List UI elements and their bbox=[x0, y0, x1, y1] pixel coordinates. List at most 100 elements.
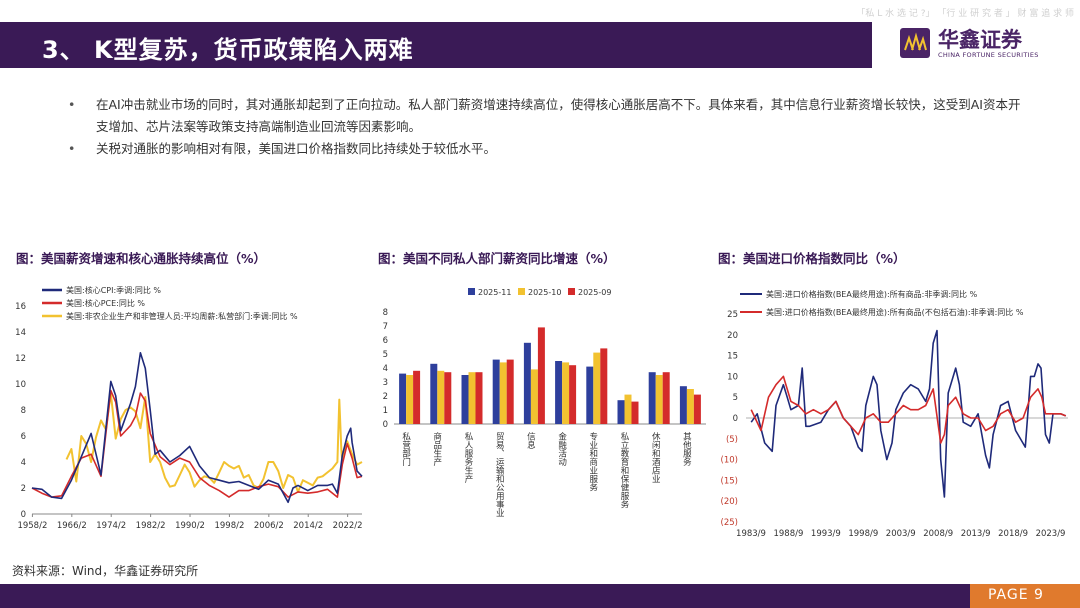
category-label: 其他服务 bbox=[681, 432, 691, 467]
x-tick-label: 1958/2 bbox=[17, 521, 47, 531]
logo-english-name: CHINA FORTUNE SECURITIES bbox=[938, 51, 1039, 59]
x-tick-label: 1993/9 bbox=[811, 529, 841, 539]
y-tick-label: 5 bbox=[733, 393, 738, 403]
category-label: 专业和商业服务 bbox=[588, 431, 598, 492]
y-tick-label: 20 bbox=[727, 331, 738, 341]
bar bbox=[444, 372, 452, 424]
chart-sector-wages: 0 1 2 3 4 5 6 7 8 私营部门 商品生产 私人服务生产 贸易、运输和公用事业 信息 金融活动 专… bbox=[383, 288, 706, 517]
y-tick-label: 3 bbox=[383, 378, 388, 388]
bar bbox=[499, 362, 507, 424]
legend-label: 美国:进口价格指数(BEA最终用途):所有商品(不包括石油):非季调:同比 % bbox=[766, 307, 1024, 317]
y-tick-label: 7 bbox=[383, 322, 388, 332]
x-tick-label: 2023/9 bbox=[1036, 529, 1066, 539]
x-tick-label: 2013/9 bbox=[961, 529, 991, 539]
x-tick-label: 2022/2 bbox=[333, 521, 363, 531]
y-tick-label: 2 bbox=[21, 484, 26, 494]
logo-mark-icon bbox=[900, 28, 930, 58]
y-tick-label: 6 bbox=[21, 432, 26, 442]
x-tick-label: 1974/2 bbox=[96, 521, 126, 531]
bar bbox=[617, 400, 625, 424]
legend-label: 美国:非农企业生产和非管理人员:平均周薪:私营部门:季调:同比 % bbox=[66, 311, 298, 321]
x-tick-label: 1966/2 bbox=[57, 521, 87, 531]
series-line bbox=[31, 389, 363, 498]
y-tick-label: 1 bbox=[383, 406, 388, 416]
y-tick-label: 8 bbox=[21, 406, 26, 416]
bar bbox=[586, 366, 594, 424]
y-tick-label: (25) bbox=[721, 518, 738, 528]
legend-label: 美国:核心PCE:同比 % bbox=[66, 298, 145, 308]
y-tick-label: 10 bbox=[15, 380, 26, 390]
y-tick-label: (15) bbox=[721, 476, 738, 486]
bullet-item: 在AI冲击就业市场的同时，其对通胀却起到了正向拉动。私人部门薪资增速持续高位，使… bbox=[68, 94, 1028, 138]
page-number: PAGE 9 bbox=[988, 587, 1044, 603]
x-tick-label: 1990/2 bbox=[175, 521, 205, 531]
category-label: 私营部门 bbox=[401, 432, 411, 467]
bar bbox=[600, 348, 608, 424]
bar bbox=[492, 359, 500, 424]
bar bbox=[506, 359, 514, 424]
bar bbox=[631, 401, 639, 424]
legend-swatch bbox=[518, 288, 525, 295]
company-logo: 华鑫证券 CHINA FORTUNE SECURITIES bbox=[900, 24, 1060, 64]
y-tick-label: 16 bbox=[15, 302, 26, 312]
y-tick-label: 8 bbox=[383, 308, 388, 318]
category-label: 私人服务生产 bbox=[463, 432, 473, 484]
bar bbox=[655, 375, 663, 424]
bar bbox=[662, 372, 670, 424]
x-tick-label: 1998/9 bbox=[848, 529, 878, 539]
bar bbox=[413, 370, 421, 424]
bar bbox=[648, 372, 656, 424]
category-label: 商品生产 bbox=[432, 431, 442, 467]
series-line bbox=[65, 392, 363, 493]
x-tick-label: 1982/2 bbox=[136, 521, 166, 531]
y-tick-label: 0 bbox=[383, 420, 388, 430]
y-tick-label: (10) bbox=[721, 456, 738, 466]
bar bbox=[406, 375, 414, 424]
y-tick-label: 12 bbox=[15, 354, 26, 364]
category-label: 私立教育和保健服务 bbox=[619, 432, 629, 509]
x-tick-label: 1998/2 bbox=[214, 521, 244, 531]
bar bbox=[399, 373, 407, 424]
category-label: 金融活动 bbox=[557, 431, 567, 467]
legend-label: 2025-11 bbox=[478, 288, 511, 297]
y-tick-label: (20) bbox=[721, 497, 738, 507]
bar bbox=[562, 362, 570, 424]
bar bbox=[679, 386, 687, 424]
bar bbox=[537, 327, 545, 424]
y-tick-label: 25 bbox=[727, 310, 738, 320]
chart-title-sector-wages: 图：美国不同私人部门薪资同比增速（%） bbox=[378, 251, 616, 266]
page-number-box bbox=[970, 584, 1080, 608]
title-bar bbox=[0, 22, 872, 68]
y-tick-label: 15 bbox=[727, 352, 738, 362]
source-note: 资料来源：Wind，华鑫证券研究所 bbox=[12, 564, 199, 578]
y-tick-label: 0 bbox=[21, 510, 26, 520]
y-tick-label: 0 bbox=[733, 414, 738, 424]
bullet-list: 在AI冲击就业市场的同时，其对通胀却起到了正向拉动。私人部门薪资增速持续高位，使… bbox=[68, 94, 1028, 160]
legend-label: 美国:进口价格指数(BEA最终用途):所有商品:非季调:同比 % bbox=[766, 289, 978, 299]
x-tick-label: 2003/9 bbox=[886, 529, 916, 539]
x-tick-label: 1983/9 bbox=[736, 529, 766, 539]
bar bbox=[555, 361, 563, 424]
y-tick-label: 2 bbox=[383, 392, 388, 402]
legend-label: 2025-10 bbox=[528, 288, 561, 297]
legend-swatch bbox=[568, 288, 575, 295]
watermark-text: 「私 L 水 选 记 ?」 「行 业 研 究 者 」 财 富 追 求 师 bbox=[856, 9, 1074, 19]
chart-wages-inflation: 0 2 4 6 8 10 12 14 16 1958/2 1966/2 1974/2 1982/2 199… bbox=[15, 285, 363, 531]
bullet-item: 关税对通胀的影响相对有限，美国进口价格指数同比持续处于较低水平。 bbox=[68, 138, 1028, 160]
bar bbox=[461, 375, 469, 424]
bar bbox=[569, 365, 577, 424]
bar bbox=[693, 394, 701, 424]
bar bbox=[475, 372, 483, 424]
legend-swatch bbox=[468, 288, 475, 295]
chart-import-prices: 25 20 15 10 5 0 (5) (10) (15) (20) (25)1983/9 1988/… bbox=[721, 289, 1068, 539]
y-tick-label: 5 bbox=[383, 350, 388, 360]
logo-chinese-name: 华鑫证券 bbox=[938, 28, 1022, 52]
y-tick-label: 10 bbox=[727, 372, 738, 382]
page-title: 3、 K型复苏，货币政策陷入两难 bbox=[42, 36, 414, 64]
series-line bbox=[750, 329, 1067, 498]
x-tick-label: 2006/2 bbox=[254, 521, 284, 531]
y-tick-label: 4 bbox=[383, 364, 388, 374]
category-label: 贸易、运输和公用事业 bbox=[494, 431, 504, 517]
series-line bbox=[750, 375, 1067, 444]
bar bbox=[430, 363, 438, 424]
